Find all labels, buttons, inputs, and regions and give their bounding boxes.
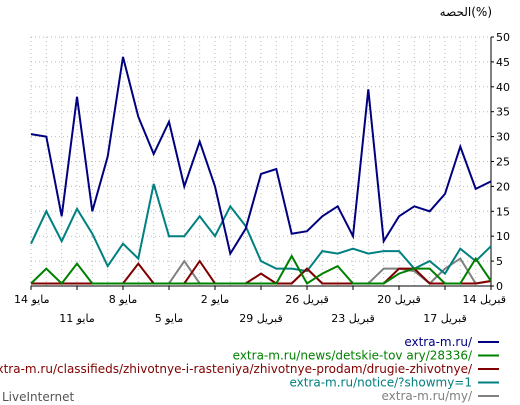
x-tick-label: 11 مايو — [59, 312, 95, 325]
legend: extra-m.ru/extra-m.ru/news/detskie-tov a… — [0, 335, 499, 403]
y-tick-label: 0 — [496, 280, 503, 293]
legend-label: extra-m.ru/ — [404, 335, 473, 349]
y-tick-labels: 0 5 10 15 20 25 30 35 40 45 50 — [491, 31, 510, 293]
series-line-2 — [30, 254, 492, 285]
x-tick-label: 20 قبريل — [377, 293, 421, 306]
x-tick-label: 17 قبريل — [423, 312, 467, 325]
y-tick-label: 40 — [496, 81, 510, 94]
x-tick-label: 14 قبريل — [462, 293, 506, 306]
x-tick-label: 23 قبريل — [331, 312, 375, 325]
series-lines — [30, 56, 492, 285]
y-tick-label: 45 — [496, 56, 510, 69]
y-tick-label: 35 — [496, 106, 510, 119]
legend-label: extra-m.ru/my/ — [381, 389, 472, 403]
brand-label: LiveInternet — [2, 390, 74, 404]
series-line-1 — [30, 56, 492, 257]
y-tick-label: 20 — [496, 180, 510, 193]
y-tick-label: 50 — [496, 31, 510, 44]
legend-label: extra-m.ru/classifieds/zhivotnye-i-raste… — [0, 362, 473, 376]
y-tick-label: 25 — [496, 156, 510, 169]
x-tick-label: 14 مايو — [14, 293, 50, 306]
x-tick-label: 29 قبريل — [239, 312, 283, 325]
y-tick-label: 10 — [496, 230, 510, 243]
legend-label: extra-m.ru/notice/?showmy=1 — [289, 376, 472, 390]
series-line-5 — [31, 257, 492, 285]
x-tick-labels: 14 قبريل 20 قبريل 26 قبريل 2 مايو 8 مايو 14 م… — [14, 286, 506, 325]
y-tick-label: 5 — [496, 255, 503, 268]
y-tick-label: 30 — [496, 131, 510, 144]
x-tick-label: 26 قبريل — [285, 293, 329, 306]
y-axis-unit-label: الحصه(%) — [440, 5, 492, 19]
grid — [30, 36, 492, 287]
x-tick-label: 5 مايو — [155, 312, 184, 325]
x-tick-label: 2 مايو — [201, 293, 230, 306]
legend-label: extra-m.ru/news/detskie-tov ary/28336/ — [233, 349, 473, 363]
x-tick-label: 8 مايو — [109, 293, 138, 306]
y-tick-label: 15 — [496, 205, 510, 218]
